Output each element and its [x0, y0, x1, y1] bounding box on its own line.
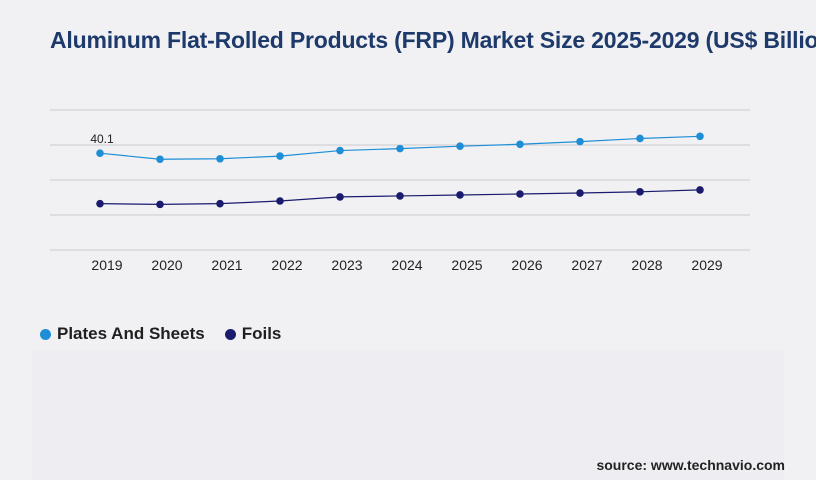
data-point [576, 189, 584, 197]
data-point [336, 146, 344, 155]
source-credit: source: www.technavio.com [596, 457, 785, 473]
legend-marker-plates [40, 328, 51, 340]
data-point [336, 193, 344, 201]
data-point [216, 199, 224, 208]
data-point [696, 186, 704, 194]
legend-label-foils: Foils [241, 324, 282, 343]
data-point [96, 149, 104, 158]
data-point [576, 137, 584, 146]
x-tick-label: 2023 [331, 257, 362, 273]
gridlines [50, 109, 750, 251]
legend-marker-foils [224, 328, 236, 340]
data-point [396, 144, 404, 153]
data-point [456, 191, 464, 199]
legend-label-plates: Plates And Sheets [57, 324, 205, 343]
data-point [276, 152, 284, 160]
x-tick-label: 2022 [271, 257, 302, 273]
data-point [696, 132, 704, 141]
legend: Plates And Sheets Foils [40, 324, 301, 344]
data-point [396, 192, 404, 200]
x-tick-label: 2020 [151, 257, 182, 273]
data-point [456, 142, 464, 151]
data-point [516, 190, 524, 198]
data-point [96, 199, 104, 208]
data-point [636, 188, 644, 196]
x-tick-label: 2028 [631, 257, 662, 273]
data-point [216, 154, 224, 163]
series-layer [96, 132, 704, 209]
x-tick-label: 2029 [691, 257, 722, 273]
data-point [276, 197, 284, 205]
x-tick-label: 2027 [571, 257, 602, 273]
legend-item-plates[interactable]: Plates And Sheets [40, 324, 205, 344]
x-tick-label: 2024 [391, 257, 422, 273]
x-tick-label: 2026 [511, 257, 542, 273]
legend-background-panel [32, 350, 784, 480]
data-point [516, 140, 524, 149]
x-tick-label: 2025 [451, 257, 482, 273]
x-tick-label: 2021 [211, 257, 242, 273]
x-tick-label: 2019 [91, 257, 122, 273]
data-point [156, 155, 164, 164]
data-label: 40.1 [90, 132, 114, 146]
data-point [156, 200, 164, 209]
chart-title: Aluminum Flat-Rolled Products (FRP) Mark… [50, 27, 816, 53]
data-labels: 40.1 [90, 132, 114, 146]
data-point [636, 134, 644, 143]
x-axis-ticks: 2019 2020 2021 2022 2023 2024 2025 2026 2027 2028… [91, 257, 722, 273]
legend-item-foils[interactable]: Foils [224, 324, 282, 344]
